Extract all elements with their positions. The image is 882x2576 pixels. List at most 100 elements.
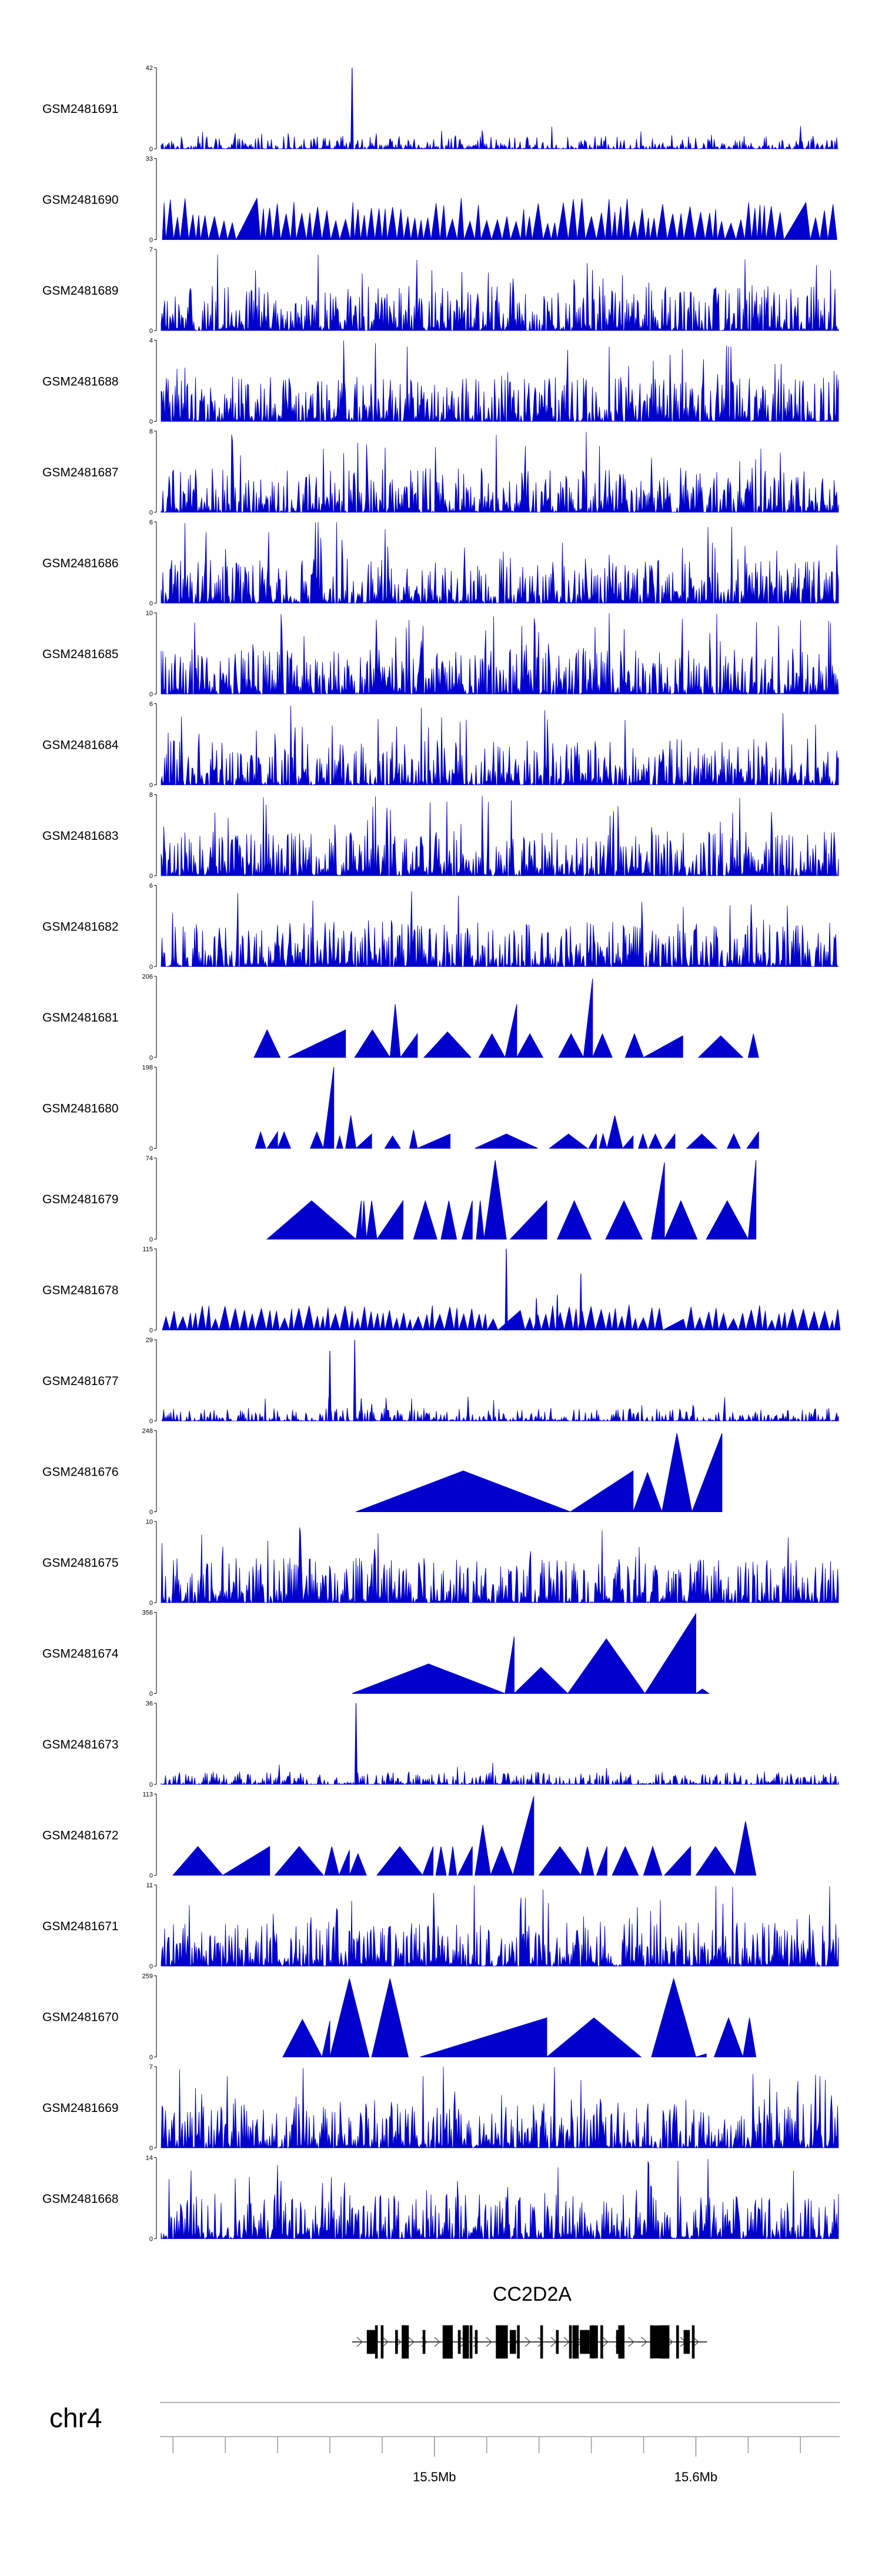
track-GSM2481689: GSM2481689 7 0 — [42, 246, 839, 335]
exon — [600, 2325, 603, 2359]
exon — [691, 2325, 695, 2359]
peak — [282, 2018, 323, 2057]
peak — [309, 1131, 324, 1149]
strand-arrow — [382, 2337, 389, 2347]
exon — [676, 2325, 679, 2359]
y-tick-label-max: 8 — [149, 792, 153, 799]
coverage-signal — [161, 432, 839, 513]
exon — [572, 2325, 579, 2359]
track-GSM2481675: GSM2481675 10 0 — [42, 1519, 839, 1607]
peak — [336, 1134, 343, 1149]
peak — [579, 1273, 583, 1331]
track-GSM2481687: GSM2481687 8 0 — [42, 428, 839, 516]
peak — [172, 1846, 223, 1876]
track-GSM2481670: GSM2481670 259 0 — [42, 1973, 757, 2061]
exon — [450, 2325, 453, 2359]
peak — [483, 1160, 507, 1240]
y-tick-label-max: 259 — [142, 1973, 153, 1980]
peak — [353, 1339, 356, 1422]
peak — [734, 1821, 757, 1876]
y-tick-label-zero: 0 — [149, 1236, 153, 1243]
coverage-signal — [161, 2158, 839, 2240]
peak — [457, 1846, 473, 1876]
y-tick-label-zero: 0 — [149, 1963, 153, 1970]
y-tick-label-zero: 0 — [149, 2145, 153, 2152]
peak — [328, 1350, 332, 1422]
track-GSM2481682: GSM2481682 6 0 — [42, 883, 839, 971]
strand-arrow — [602, 2337, 609, 2347]
peak — [592, 1033, 613, 1058]
peak — [359, 1398, 363, 1422]
peak — [583, 978, 593, 1058]
gene-track: CC2D2A — [352, 2283, 707, 2359]
exon — [375, 2325, 378, 2359]
y-tick-label-max: 36 — [146, 1700, 153, 1707]
coverage-signal — [161, 2067, 839, 2149]
track-GSM2481678: GSM2481678 115 0 — [42, 1246, 841, 1334]
peak — [475, 1824, 491, 1876]
coverage-signal — [161, 254, 839, 332]
y-tick-label-zero: 0 — [149, 328, 153, 335]
coverage-signal — [161, 1527, 839, 1604]
exon — [498, 2325, 508, 2359]
sample-label: GSM2481672 — [42, 1829, 119, 1843]
peak — [354, 1703, 358, 1785]
track-GSM2481685: GSM2481685 10 0 — [42, 610, 839, 698]
strand-arrow — [524, 2337, 531, 2347]
y-tick-label-max: 10 — [146, 610, 153, 617]
sample-label: GSM2481690 — [42, 193, 119, 207]
peak — [448, 1846, 457, 1876]
track-GSM2481676: GSM2481676 248 0 — [42, 1428, 723, 1516]
y-tick-label-zero: 0 — [149, 691, 153, 698]
y-tick-label-max: 7 — [149, 2064, 153, 2071]
peak — [400, 1033, 418, 1058]
sample-label: GSM2481681 — [42, 1011, 119, 1025]
axis-tick-label: 15.5Mb — [413, 2470, 456, 2484]
chromosome-label: chr4 — [49, 2403, 102, 2433]
peak — [370, 1404, 373, 1422]
y-tick-label-zero: 0 — [149, 1873, 153, 1880]
peak — [274, 1846, 324, 1876]
strand-arrow — [641, 2337, 647, 2347]
track-GSM2481690: GSM2481690 33 0 — [42, 156, 837, 244]
track-GSM2481673: GSM2481673 36 0 — [42, 1700, 839, 1788]
peak — [277, 1131, 292, 1149]
exon — [496, 2325, 499, 2359]
peak — [366, 1200, 377, 1240]
exon — [457, 2330, 461, 2354]
peak — [371, 1978, 409, 2057]
y-tick-label-max: 29 — [146, 1337, 153, 1344]
sample-label: GSM2481676 — [42, 1466, 119, 1479]
coverage-signal — [161, 1885, 839, 1967]
coverage-signal — [161, 341, 839, 423]
peak — [324, 1846, 340, 1876]
peak — [476, 1200, 485, 1240]
peak — [648, 1133, 663, 1149]
peak — [606, 1115, 623, 1149]
sample-label: GSM2481669 — [42, 2101, 119, 2115]
peak — [266, 1130, 278, 1149]
peak — [435, 1846, 447, 1876]
exon — [509, 2330, 516, 2354]
exon — [469, 2325, 473, 2359]
peak — [662, 1433, 693, 1512]
gene-model — [352, 2325, 707, 2359]
peak — [546, 2017, 642, 2057]
peak — [624, 1033, 644, 1058]
coverage-signal — [162, 1304, 841, 1332]
y-tick-label-zero: 0 — [149, 2054, 153, 2061]
y-tick-label-max: 74 — [146, 1155, 153, 1162]
peak — [697, 1035, 744, 1058]
peak — [355, 1200, 362, 1240]
sample-label: GSM2481680 — [42, 1102, 119, 1116]
track-GSM2481671: GSM2481671 11 0 — [42, 1882, 839, 1970]
exon — [395, 2330, 398, 2354]
peak — [384, 1135, 401, 1149]
peak — [747, 1160, 757, 1240]
peak — [713, 2017, 744, 2057]
coverage-signal — [162, 197, 837, 241]
y-tick-label-max: 6 — [149, 701, 153, 708]
peak — [409, 1129, 418, 1149]
coverage-signal — [161, 613, 839, 695]
